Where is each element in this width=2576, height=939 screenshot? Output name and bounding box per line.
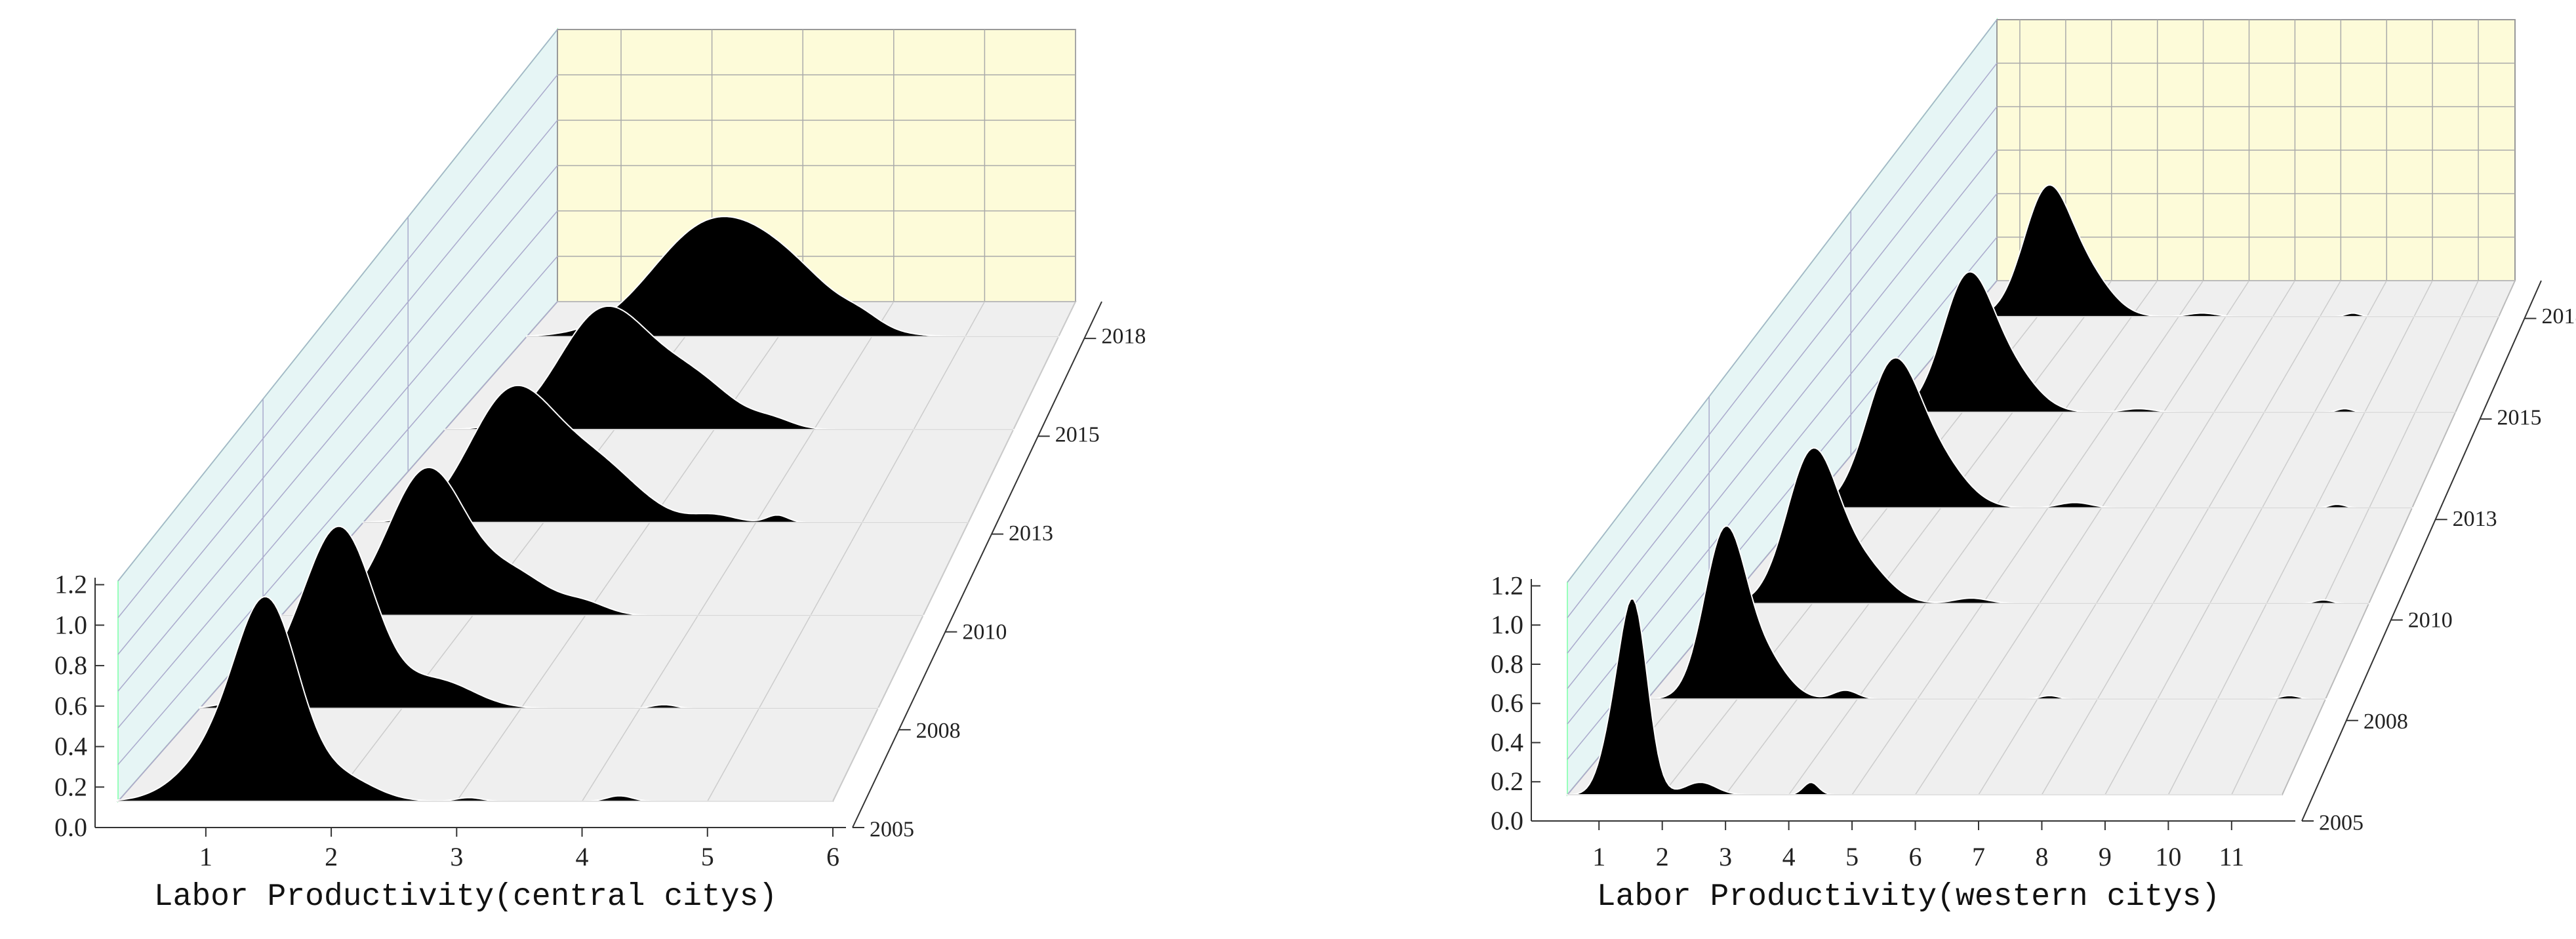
year-tick-label: 2015 [2497, 405, 2542, 430]
z-tick-label: 0.4 [1491, 727, 1523, 757]
year-axis-line [852, 301, 1102, 828]
western-citys-chart: 0.0 0.2 0.4 0.6 0.8 1.0 1.2 1 2 3 4 5 6 7 8 9 10 11 Labor … [1491, 18, 2576, 915]
x-tick-label: 5 [1845, 842, 1859, 871]
z-tick-label: 0.8 [1491, 649, 1523, 679]
floor-grid-line [456, 301, 803, 802]
x-axis-title: Labor Productivity(central citys) [154, 879, 778, 915]
z-tick-label: 0.6 [1491, 689, 1523, 718]
x-tick-label: 11 [2219, 842, 2245, 871]
z-tick-label: 0.8 [54, 650, 87, 680]
z-tick-label: 0.2 [54, 772, 87, 801]
x-tick-label: 2 [325, 842, 338, 871]
year-tick-label: 2008 [916, 719, 961, 743]
x-tick-label: 4 [576, 842, 589, 871]
floor-grid-line [581, 301, 895, 802]
year-tick-label: 2008 [2364, 709, 2408, 734]
year-axis-line [2301, 280, 2542, 822]
year-tick-label: 2010 [2408, 608, 2453, 632]
x-tick-label: 5 [701, 842, 714, 871]
floor-grid-line [2104, 280, 2387, 795]
wall-grid-line [1567, 19, 1998, 583]
x-tick-label: 7 [1972, 842, 1985, 871]
z-tick-label: 1.0 [54, 610, 87, 639]
year-tick-label: 2013 [1009, 521, 1053, 546]
floor-grid-line [832, 301, 1076, 802]
wall-grid-line [117, 119, 558, 655]
x-tick-label: 2 [1656, 842, 1669, 871]
year-tick-label: 2013 [2453, 507, 2497, 531]
z-tick-label: 1.2 [1491, 570, 1523, 600]
x-tick-label: 3 [1719, 842, 1732, 871]
x-tick-label: 6 [826, 842, 839, 871]
x-tick-label: 3 [450, 842, 463, 871]
floor-grid-line [1914, 280, 2250, 795]
x-tick-label: 8 [2035, 842, 2048, 871]
year-tick-label: 2018 [2541, 304, 2576, 329]
x-tick-label: 4 [1782, 842, 1796, 871]
year-tick-label: 2015 [1055, 423, 1100, 447]
floor-grid-line [1978, 280, 2296, 795]
year-tick-label: 2005 [870, 817, 914, 841]
x-tick-label: 10 [2155, 842, 2181, 871]
year-tick-label: 2010 [962, 620, 1007, 645]
floor-grid-line [1725, 280, 2112, 795]
central-citys-chart: 0.0 0.2 0.4 0.6 0.8 1.0 1.2 1 2 3 4 5 6 Labor Product… [54, 28, 1146, 915]
wall-grid-line [1567, 150, 1998, 689]
z-tick-label: 1.0 [1491, 610, 1523, 639]
z-tick-label: 1.2 [54, 570, 87, 599]
x-tick-label: 1 [1592, 842, 1605, 871]
x-tick-label: 6 [1909, 842, 1922, 871]
floor-grid-line [2041, 280, 2341, 795]
x-axis-title: Labor Productivity(western citys) [1597, 879, 2221, 915]
z-tick-label: 0.0 [54, 812, 87, 842]
z-tick-label: 0.4 [54, 732, 87, 761]
wall-grid-line [117, 29, 558, 582]
year-tick-label: 2018 [1101, 324, 1146, 348]
year-tick-label: 2005 [2319, 810, 2364, 835]
floor-grid-line [2231, 280, 2479, 795]
floor-grid-line [1851, 280, 2204, 795]
wall-grid-line [117, 210, 558, 729]
floor-grid-line [1788, 280, 2158, 795]
x-tick-label: 9 [2099, 842, 2112, 871]
wall-grid-line [117, 165, 558, 692]
z-tick-label: 0.6 [54, 691, 87, 721]
z-tick-label: 0.2 [1491, 767, 1523, 796]
x-tick-label: 1 [199, 842, 212, 871]
floor-grid-line [2167, 280, 2433, 795]
z-tick-label: 0.0 [1491, 806, 1523, 835]
wall-grid-line [1567, 106, 1998, 654]
wall-grid-line [117, 256, 558, 765]
wall-grid-line [117, 74, 558, 618]
wall-grid-line [1567, 62, 1998, 618]
floor-grid-line [707, 301, 986, 802]
